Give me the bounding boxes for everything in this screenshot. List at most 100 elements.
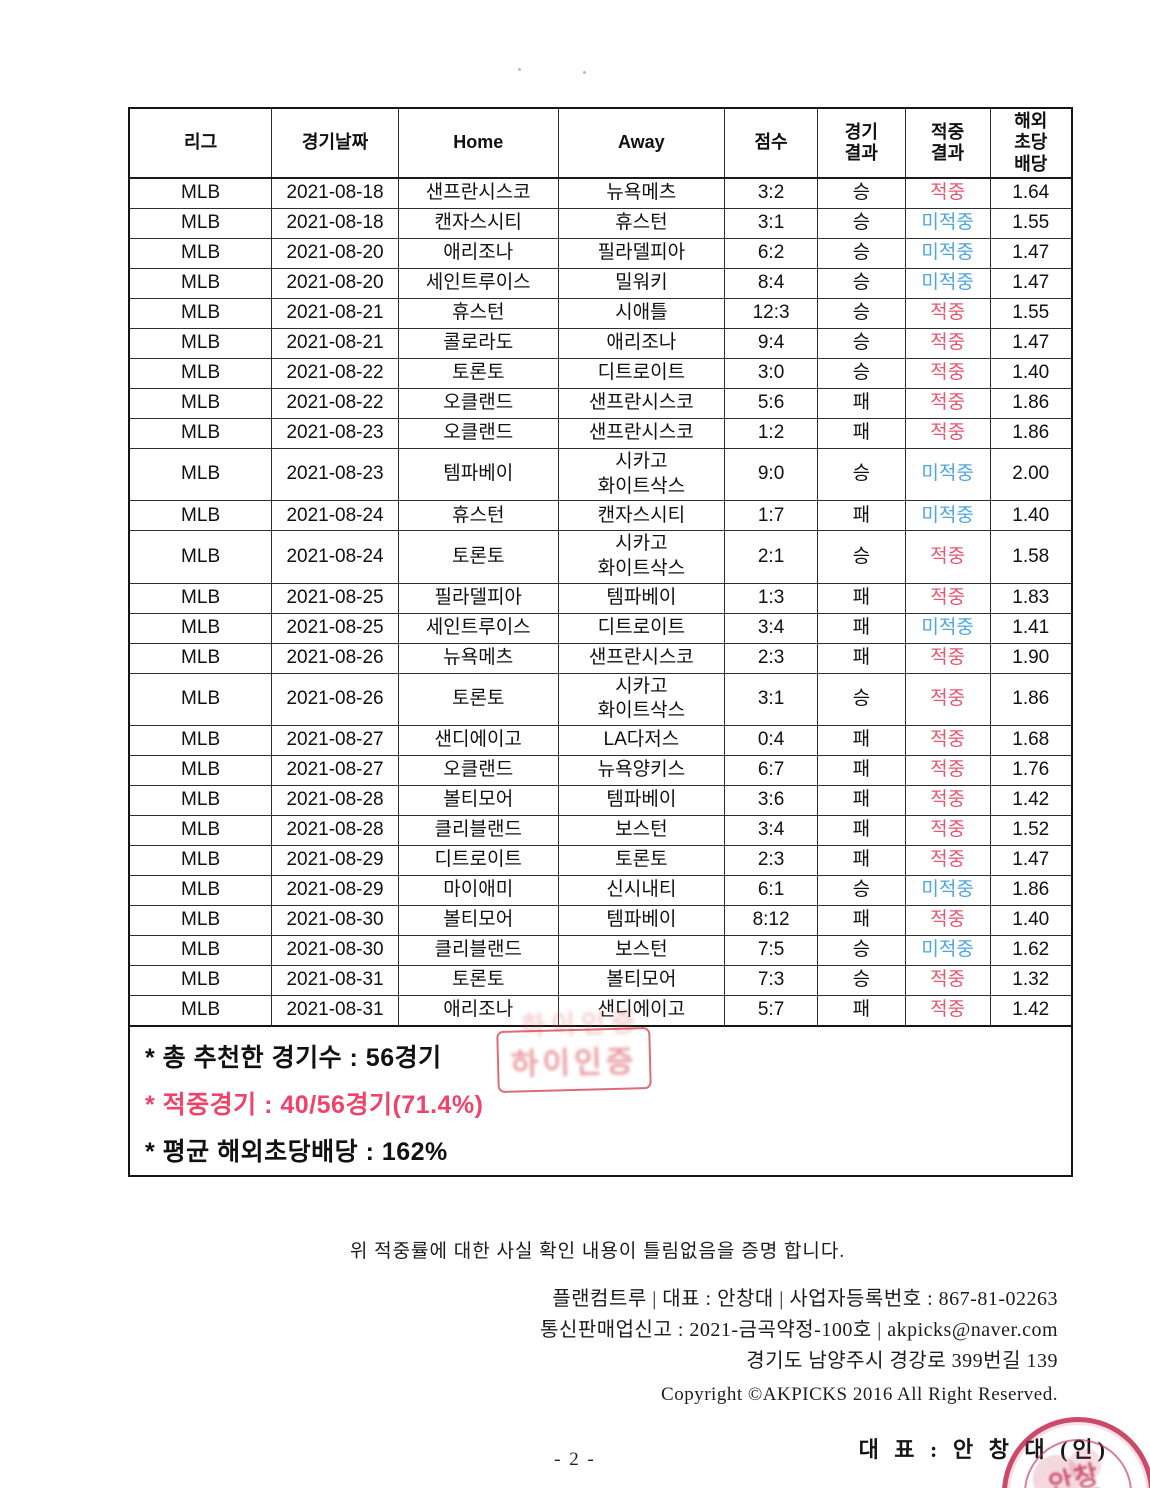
- table-row: MLB 2021-08-20 애리조나 필라델피아 6:2 승 미적중 1.47: [128, 238, 1073, 269]
- score-cell: 9:4: [724, 328, 818, 359]
- game-result-cell: 패: [816, 642, 906, 674]
- score-cell: 6:2: [724, 238, 818, 269]
- date-cell: 2021-08-24: [271, 500, 399, 532]
- hit-result-cell: 미적중: [904, 875, 991, 907]
- home-team-cell: 클리블랜드: [397, 935, 559, 967]
- date-cell: 2021-08-21: [271, 328, 399, 359]
- summary-box: * 총 추천한 경기수 : 56경기 * 적중경기 : 40/56경기(71.4…: [128, 1027, 1073, 1178]
- away-team-cell: 시카고 화이트삭스: [557, 530, 726, 584]
- score-cell: 12:3: [724, 298, 818, 329]
- odds-cell: 1.47: [989, 328, 1073, 359]
- date-cell: 2021-08-18: [271, 208, 399, 239]
- column-header-5: 경기 결과: [816, 107, 906, 179]
- table-row: MLB 2021-08-28 볼티모어 템파베이 3:6 패 적중 1.42: [128, 785, 1073, 817]
- scan-speck: [583, 71, 586, 74]
- date-cell: 2021-08-21: [271, 298, 399, 329]
- home-team-cell: 세인트루이스: [397, 612, 559, 644]
- league-cell: MLB: [128, 612, 273, 644]
- hit-result-cell: 적중: [904, 418, 991, 449]
- score-cell: 3:2: [724, 177, 818, 209]
- odds-cell: 1.58: [989, 530, 1073, 584]
- odds-cell: 1.55: [989, 298, 1073, 329]
- league-cell: MLB: [128, 995, 273, 1027]
- away-team-cell: 캔자스시티: [557, 500, 726, 532]
- odds-cell: 1.83: [989, 582, 1073, 614]
- away-team-cell: 보스턴: [557, 815, 726, 847]
- table-row: MLB 2021-08-30 볼티모어 템파베이 8:12 패 적중 1.40: [128, 905, 1073, 937]
- date-cell: 2021-08-20: [271, 268, 399, 299]
- away-team-cell: 토론토: [557, 845, 726, 877]
- odds-cell: 1.86: [989, 875, 1073, 907]
- away-team-cell: 시카고 화이트삭스: [557, 672, 726, 727]
- hit-result-cell: 적중: [904, 965, 991, 997]
- home-team-cell: 마이애미: [397, 875, 559, 907]
- column-header-2: Home: [397, 107, 559, 179]
- date-cell: 2021-08-28: [271, 785, 399, 817]
- table-row: MLB 2021-08-22 오클랜드 샌프란시스코 5:6 패 적중 1.86: [128, 388, 1073, 419]
- table-row: MLB 2021-08-18 캔자스시티 휴스턴 3:1 승 미적중 1.55: [128, 208, 1073, 239]
- game-result-cell: 패: [816, 500, 906, 532]
- score-cell: 3:4: [724, 815, 818, 847]
- league-cell: MLB: [128, 268, 273, 299]
- home-team-cell: 캔자스시티: [397, 208, 559, 239]
- company-info-block: 플랜컴트루 | 대표 : 안창대 | 사업자등록번호 : 867-81-0226…: [540, 1284, 1058, 1410]
- away-team-cell: 템파베이: [557, 785, 726, 817]
- league-cell: MLB: [128, 965, 273, 997]
- date-cell: 2021-08-25: [271, 612, 399, 644]
- hit-result-cell: 미적중: [904, 268, 991, 299]
- hit-result-cell: 적중: [904, 785, 991, 817]
- odds-cell: 1.62: [989, 935, 1073, 967]
- league-cell: MLB: [128, 815, 273, 847]
- odds-cell: 2.00: [989, 447, 1073, 502]
- score-cell: 3:4: [724, 612, 818, 644]
- table-row: MLB 2021-08-31 애리조나 샌디에이고 5:7 패 적중 1.42: [128, 995, 1073, 1027]
- odds-cell: 1.86: [989, 388, 1073, 419]
- table-row: MLB 2021-08-26 뉴욕메츠 샌프란시스코 2:3 패 적중 1.90: [128, 642, 1073, 674]
- home-team-cell: 토론토: [397, 672, 559, 727]
- game-result-cell: 승: [816, 268, 906, 299]
- odds-cell: 1.47: [989, 268, 1073, 299]
- date-cell: 2021-08-30: [271, 905, 399, 937]
- game-result-cell: 패: [816, 582, 906, 614]
- home-team-cell: 토론토: [397, 530, 559, 584]
- league-cell: MLB: [128, 358, 273, 389]
- league-cell: MLB: [128, 418, 273, 449]
- away-team-cell: 샌디에이고: [557, 995, 726, 1027]
- date-cell: 2021-08-31: [271, 995, 399, 1027]
- date-cell: 2021-08-30: [271, 935, 399, 967]
- league-cell: MLB: [128, 328, 273, 359]
- league-cell: MLB: [128, 500, 273, 532]
- table-row: MLB 2021-08-23 오클랜드 샌프란시스코 1:2 패 적중 1.86: [128, 418, 1073, 449]
- hit-result-cell: 적중: [904, 582, 991, 614]
- away-team-cell: 시애틀: [557, 298, 726, 329]
- table-row: MLB 2021-08-26 토론토 시카고 화이트삭스 3:1 승 적중 1.86: [128, 672, 1073, 727]
- score-cell: 5:6: [724, 388, 818, 419]
- away-team-cell: LA다저스: [557, 725, 726, 757]
- table-header-row: 리그 경기날짜 Home Away 점수 경기 결과 적중 결과 해외 초당 배당: [128, 107, 1073, 179]
- date-cell: 2021-08-22: [271, 388, 399, 419]
- hit-result-cell: 적중: [904, 905, 991, 937]
- home-team-cell: 토론토: [397, 358, 559, 389]
- date-cell: 2021-08-31: [271, 965, 399, 997]
- table-row: MLB 2021-08-21 콜로라도 애리조나 9:4 승 적중 1.47: [128, 328, 1073, 359]
- league-cell: MLB: [128, 582, 273, 614]
- away-team-cell: 뉴욕메츠: [557, 177, 726, 209]
- page-number: - 2 -: [554, 1449, 596, 1470]
- league-cell: MLB: [128, 530, 273, 584]
- date-cell: 2021-08-29: [271, 845, 399, 877]
- league-cell: MLB: [128, 905, 273, 937]
- home-team-cell: 애리조나: [397, 238, 559, 269]
- hit-result-cell: 적중: [904, 328, 991, 359]
- hit-result-cell: 미적중: [904, 447, 991, 502]
- date-cell: 2021-08-28: [271, 815, 399, 847]
- results-table: 리그 경기날짜 Home Away 점수 경기 결과 적중 결과 해외 초당 배당 MLB 20…: [128, 107, 1073, 1028]
- score-cell: 6:7: [724, 755, 818, 787]
- scan-speck: [518, 68, 521, 71]
- away-team-cell: 필라델피아: [557, 238, 726, 269]
- game-result-cell: 패: [816, 388, 906, 419]
- game-result-cell: 패: [816, 785, 906, 817]
- hit-result-cell: 미적중: [904, 238, 991, 269]
- home-team-cell: 템파베이: [397, 447, 559, 502]
- column-header-4: 점수: [724, 107, 818, 179]
